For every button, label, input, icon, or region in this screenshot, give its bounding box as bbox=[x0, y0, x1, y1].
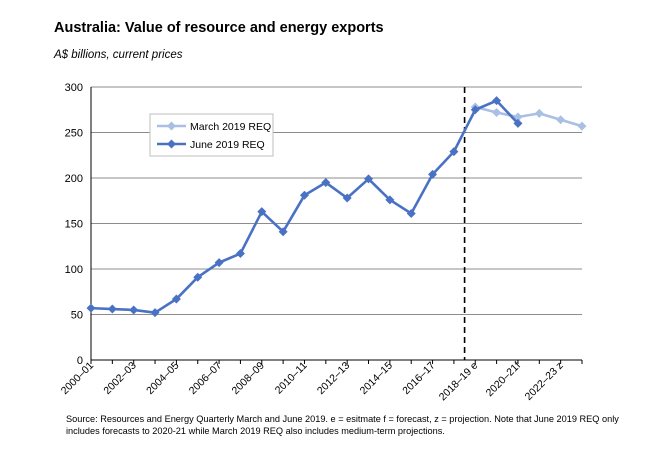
data-point bbox=[150, 308, 160, 318]
y-tick-label: 100 bbox=[65, 264, 83, 276]
legend-marker bbox=[167, 121, 176, 131]
data-point bbox=[449, 147, 459, 157]
data-point bbox=[385, 195, 395, 205]
series bbox=[86, 87, 587, 360]
data-point bbox=[193, 272, 203, 282]
legend-marker bbox=[167, 139, 176, 149]
data-point bbox=[278, 227, 288, 237]
chart-subtitle: A$ billions, current prices bbox=[54, 49, 183, 61]
data-point bbox=[556, 115, 566, 125]
y-tick-label: 300 bbox=[65, 82, 83, 94]
chart-title: Australia: Value of resource and energy … bbox=[54, 20, 384, 36]
data-point bbox=[171, 294, 181, 304]
x-tick-label: 2006–07 bbox=[187, 360, 225, 398]
legend-label: June 2019 REQ bbox=[190, 139, 265, 151]
x-tick-label: 2014–15 bbox=[358, 360, 396, 398]
data-point bbox=[364, 174, 374, 184]
data-point bbox=[406, 208, 416, 218]
data-point bbox=[86, 303, 96, 313]
data-point bbox=[299, 190, 309, 200]
x-tick-label: 2022–23 z bbox=[523, 360, 566, 403]
data-point bbox=[577, 121, 587, 131]
data-point bbox=[428, 169, 438, 179]
data-point bbox=[534, 108, 544, 118]
x-tick-label: 2012–13 bbox=[315, 360, 353, 398]
x-tick-label: 2018–19 e bbox=[437, 360, 481, 404]
data-point bbox=[129, 305, 139, 315]
series-line bbox=[474, 105, 583, 128]
data-point bbox=[342, 193, 352, 203]
data-point bbox=[470, 105, 480, 115]
data-point bbox=[214, 258, 224, 268]
source-note: Source: Resources and Energy Quarterly M… bbox=[66, 414, 619, 436]
x-tick-label: 2010–11 bbox=[273, 360, 310, 397]
gridlines bbox=[91, 86, 582, 315]
data-point bbox=[235, 249, 245, 259]
data-point bbox=[492, 107, 502, 117]
data-point bbox=[257, 207, 267, 217]
data-point bbox=[513, 118, 523, 128]
x-tick-label: 2008–09 bbox=[230, 360, 268, 398]
y-tick-label: 50 bbox=[71, 310, 83, 322]
x-tick-label: 2020–21f bbox=[484, 360, 524, 400]
y-tick-label: 250 bbox=[65, 128, 83, 140]
legend: March 2019 REQ June 2019 REQ bbox=[149, 113, 274, 157]
x-tick-label: 2016–17 bbox=[400, 360, 438, 398]
x-tick-label: 2002–03 bbox=[101, 360, 139, 398]
data-point bbox=[321, 178, 331, 188]
data-point bbox=[492, 96, 502, 106]
legend-label: March 2019 REQ bbox=[190, 121, 271, 133]
y-tick-label: 150 bbox=[65, 219, 83, 231]
legend-box bbox=[149, 113, 274, 157]
x-tick-label: 2004–05 bbox=[144, 360, 182, 398]
y-tick-label: 200 bbox=[65, 173, 83, 185]
y-tick-label: 0 bbox=[77, 355, 83, 367]
data-point bbox=[107, 304, 117, 314]
